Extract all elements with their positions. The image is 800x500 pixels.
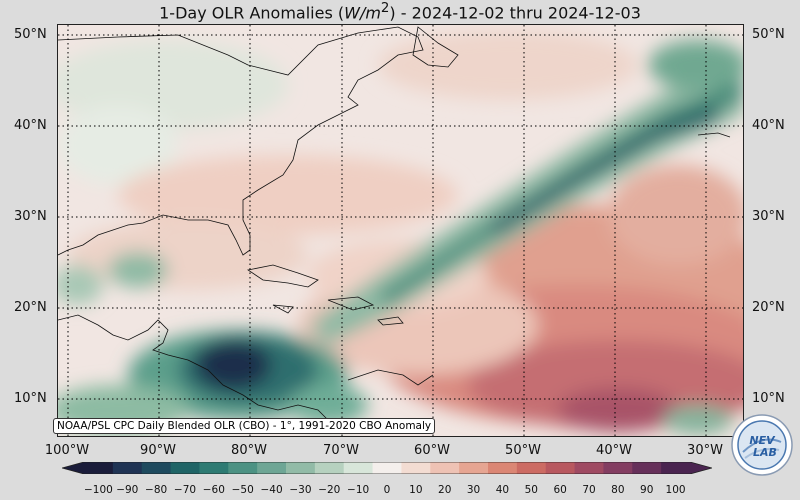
colorbar-tick-label: 20 (438, 484, 452, 496)
colorbar-tick-label: 60 (553, 484, 567, 496)
colorbar-tick-label: −100 (84, 484, 113, 496)
colorbar-segment (372, 462, 402, 474)
logo-text-bottom: LAB (753, 446, 777, 459)
colorbar-segment (401, 462, 431, 474)
colorbar-segment (141, 462, 172, 474)
colorbar-segment (661, 462, 691, 474)
colorbar-segment (488, 462, 518, 474)
nevlab-logo: NEV LAB (731, 414, 793, 476)
lat-label-left-50: 50°N (14, 27, 47, 42)
lon-label-30w: 30°W (687, 443, 723, 458)
lat-label-right-20: 20°N (752, 300, 785, 315)
colorbar-segment (170, 462, 200, 474)
title-unit: W/m (344, 3, 381, 23)
colorbar-tick-label: 0 (383, 484, 391, 496)
coastlines (58, 26, 731, 421)
lat-label-left-10: 10°N (14, 391, 47, 406)
colorbar-segment (314, 462, 345, 474)
lon-label-40w: 40°W (596, 443, 632, 458)
colorbar-tick-label: −60 (202, 484, 225, 496)
colorbar-segment (199, 462, 229, 474)
map-canvas (58, 25, 743, 436)
title-unit-superscript: 2 (380, 1, 390, 16)
lat-label-right-50: 50°N (752, 27, 785, 42)
title-suffix: ) - 2024-12-02 thru 2024-12-03 (389, 3, 641, 23)
logo-text-top: NEV (749, 434, 776, 447)
lon-label-100w: 100°W (44, 443, 90, 458)
title-prefix: 1-Day OLR Anomalies ( (159, 3, 345, 23)
colorbar-segment (459, 462, 489, 474)
colorbar-segment (430, 462, 460, 474)
colorbar-tick-label: −20 (318, 484, 341, 496)
colorbar-segment (603, 462, 633, 474)
colorbar-segment (574, 462, 604, 474)
colorbar-segment (84, 462, 114, 474)
colorbar-tick-label: 80 (611, 484, 625, 496)
lat-label-left-30: 30°N (14, 209, 47, 224)
colorbar-tick-label: −50 (231, 484, 254, 496)
lat-label-left-20: 20°N (14, 300, 47, 315)
colorbar-tick-label: −90 (116, 484, 139, 496)
lon-label-90w: 90°W (140, 443, 176, 458)
colorbar-segment (545, 462, 576, 474)
colorbar-tick-label: 50 (524, 484, 538, 496)
olr-anomaly-map (57, 24, 744, 437)
lon-label-60w: 60°W (414, 443, 450, 458)
colorbar-tick-label: 30 (466, 484, 481, 496)
lon-label-70w: 70°W (323, 443, 359, 458)
lat-label-right-30: 30°N (752, 209, 785, 224)
colorbar-tick-label: −40 (260, 484, 283, 496)
colorbar-tick-label: 90 (640, 484, 654, 496)
colorbar-tick-label: 70 (582, 484, 596, 496)
lat-label-right-40: 40°N (752, 118, 785, 133)
lat-label-left-40: 40°N (14, 118, 47, 133)
colorbar-extend-low (62, 462, 84, 474)
colorbar-extend-high (690, 462, 712, 474)
colorbar-tick-label: 100 (665, 484, 686, 496)
colorbar-segment (228, 462, 258, 474)
colorbar-segment (286, 462, 316, 474)
graticule (58, 25, 743, 436)
colorbar (62, 462, 712, 474)
colorbar-segment (257, 462, 287, 474)
colorbar-segment (112, 462, 143, 474)
colorbar-segment (516, 462, 547, 474)
lat-label-right-10: 10°N (752, 391, 785, 406)
colorbar-tick-label: 10 (409, 484, 423, 496)
lon-label-80w: 80°W (231, 443, 267, 458)
colorbar-tick-label: −70 (173, 484, 197, 496)
colorbar-segment (343, 462, 374, 474)
colorbar-tick-label: −30 (289, 484, 312, 496)
colorbar-tick-label: 40 (495, 484, 510, 496)
map-title: 1-Day OLR Anomalies (W/m2) - 2024-12-02 … (0, 1, 800, 22)
data-source-credit: NOAA/PSL CPC Daily Blended OLR (CBO) - 1… (53, 418, 436, 434)
colorbar-segment (632, 462, 662, 474)
colorbar-tick-label: −80 (145, 484, 168, 496)
colorbar-tick-label: −10 (347, 484, 370, 496)
lon-label-50w: 50°W (505, 443, 541, 458)
